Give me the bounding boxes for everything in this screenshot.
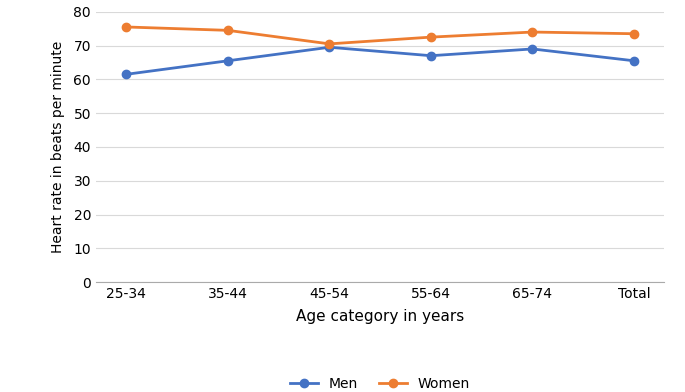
Men	[325, 45, 334, 50]
Men	[224, 58, 232, 63]
Y-axis label: Heart rate in beats per minute: Heart rate in beats per minute	[51, 41, 65, 253]
Women	[528, 30, 536, 34]
Women	[122, 25, 130, 29]
Women	[325, 42, 334, 46]
Men	[630, 58, 638, 63]
Line: Men: Men	[122, 43, 638, 78]
X-axis label: Age category in years: Age category in years	[296, 309, 464, 325]
Women	[630, 31, 638, 36]
Men	[427, 53, 435, 58]
Men	[528, 47, 536, 51]
Men	[122, 72, 130, 77]
Women	[224, 28, 232, 33]
Line: Women: Women	[122, 23, 638, 48]
Women	[427, 35, 435, 40]
Legend: Men, Women: Men, Women	[283, 370, 477, 392]
